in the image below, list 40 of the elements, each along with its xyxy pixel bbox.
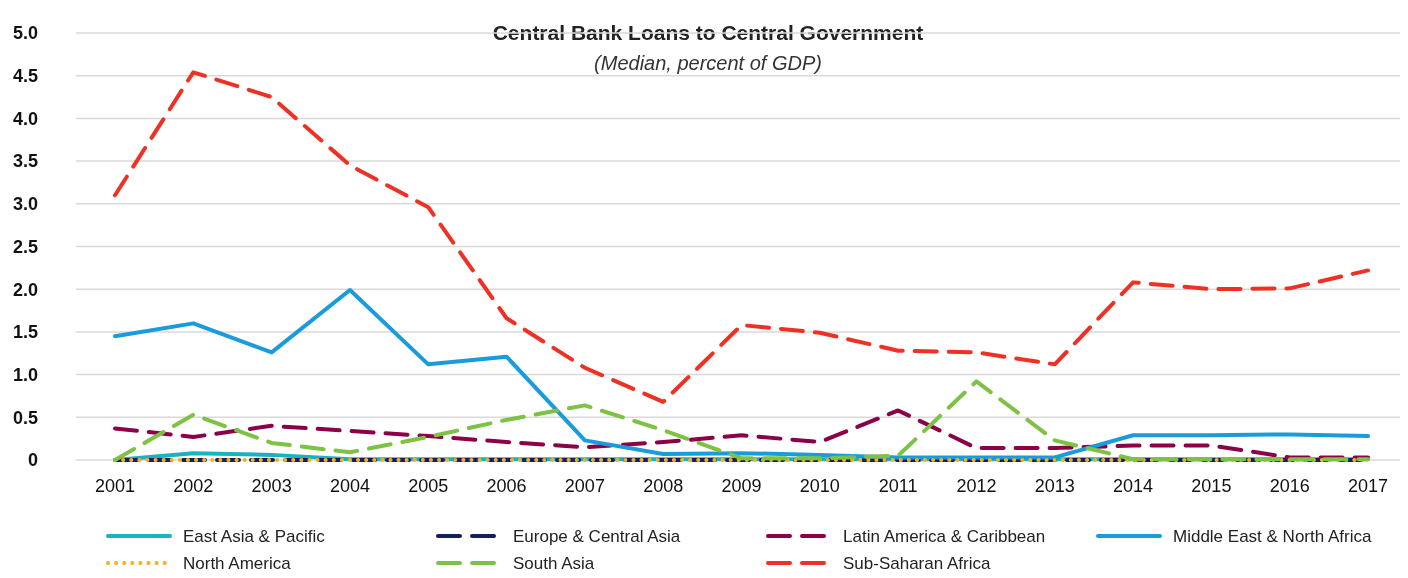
x-tick-label: 2013 [1034, 476, 1075, 496]
y-tick-label: 3.0 [12, 194, 38, 215]
x-tick-label: 2014 [1113, 476, 1154, 496]
x-tick-label: 2011 [878, 476, 918, 496]
x-tick-label: 2010 [799, 476, 840, 496]
x-tick-label: 2003 [251, 476, 292, 496]
y-tick-label: 2.5 [12, 236, 38, 257]
x-tick-label: 2008 [643, 476, 684, 496]
legend-label: Middle East & North Africa [1173, 526, 1372, 546]
line-series [113, 288, 1370, 460]
x-tick-label: 2017 [1347, 476, 1389, 496]
line-series [113, 408, 1370, 460]
x-tick-label: 2007 [564, 476, 605, 496]
x-tick-label: 2001 [94, 476, 136, 496]
y-tick-label: 3.5 [12, 151, 38, 172]
x-tick-label: 2005 [408, 476, 449, 496]
x-tick-label: 2012 [956, 476, 997, 496]
y-tick-label: 5.0 [12, 23, 38, 44]
x-tick-label: 2002 [173, 476, 214, 496]
legend-label: Sub-Saharan Africa [843, 553, 991, 573]
legend-label: Europe & Central Asia [513, 526, 681, 546]
y-tick-label: 0 [27, 450, 38, 471]
legend-label: Latin America & Caribbean [843, 526, 1046, 546]
x-tick-label: 2004 [329, 476, 370, 496]
x-tick-label: 2015 [1191, 476, 1232, 496]
y-tick-label: 4.5 [12, 66, 38, 86]
y-tick-label: 1.5 [12, 322, 38, 343]
legend-label: South Asia [513, 553, 595, 573]
y-tick-label: 0.5 [12, 407, 38, 428]
x-tick-label: 2016 [1269, 476, 1310, 496]
legend-label: North America [183, 553, 292, 573]
text: (Median, percent of GDP) [594, 52, 822, 74]
y-tick-label: 2.0 [12, 279, 38, 300]
legend-label: East Asia & Pacific [183, 526, 326, 546]
y-tick-label: 1.0 [12, 364, 38, 385]
x-tick-label: 2009 [721, 476, 762, 496]
y-tick-label: 4.0 [12, 108, 38, 129]
line-series [113, 379, 1370, 462]
x-tick-label: 2006 [486, 476, 527, 496]
chart-title: Central Bank Loans to Central Government [492, 21, 924, 44]
